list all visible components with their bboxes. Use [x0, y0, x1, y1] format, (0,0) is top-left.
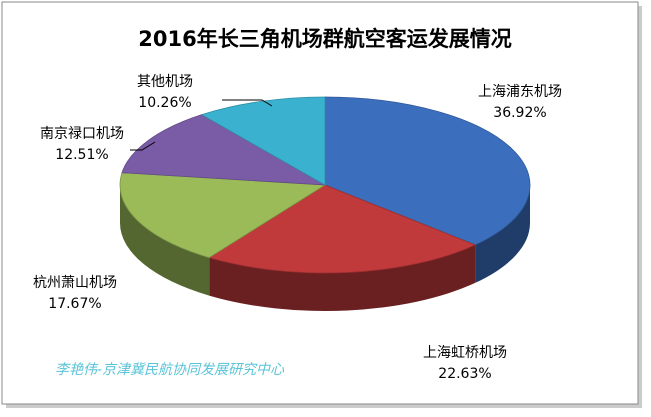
slice	[324, 96, 531, 246]
watermark: 李艳伟-京津冀民航协同发展研究中心	[55, 362, 285, 378]
value-label: 10.26%	[138, 95, 191, 111]
slice-label: 杭州萧山机场	[33, 275, 117, 291]
pie	[119, 96, 531, 311]
slice-label: 其他机场	[137, 74, 193, 90]
slice-label: 南京禄口机场	[40, 126, 124, 142]
leader-line	[130, 141, 156, 151]
leader-line	[222, 99, 273, 107]
slice-label: 上海虹桥机场	[423, 345, 507, 361]
slice	[121, 114, 326, 186]
value-label: 36.92%	[493, 105, 546, 121]
slice-side	[209, 244, 476, 311]
slice	[119, 172, 327, 259]
value-label: 17.67%	[48, 296, 101, 312]
value-label: 22.63%	[438, 366, 491, 382]
slice	[208, 184, 477, 274]
chart-title: 2016年长三角机场群航空客运发展情况	[138, 27, 511, 51]
slice-label: 上海浦东机场	[478, 84, 562, 100]
slice	[200, 96, 326, 186]
value-label: 12.51%	[55, 147, 108, 163]
slice-side	[475, 185, 530, 283]
